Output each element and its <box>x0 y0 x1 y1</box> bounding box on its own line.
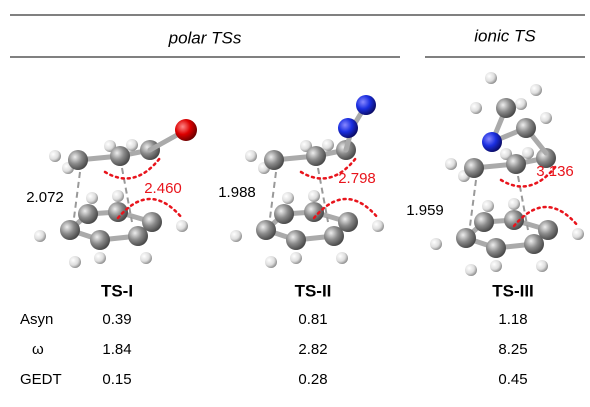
atom <box>508 198 520 210</box>
atom <box>175 119 197 141</box>
atom <box>68 150 88 170</box>
atom <box>430 238 442 250</box>
distance-label: 1.988 <box>218 184 256 201</box>
atom <box>290 252 302 264</box>
table-cell: 0.28 <box>298 371 327 388</box>
atom <box>94 252 106 264</box>
row-label: GEDT <box>20 371 62 388</box>
atom <box>49 150 61 162</box>
table-cell: 2.82 <box>298 341 327 358</box>
atom <box>456 228 476 248</box>
table-cell: 1.18 <box>498 311 527 328</box>
atom <box>536 260 548 272</box>
row-label: Asyn <box>20 311 53 328</box>
distance-label: 1.959 <box>406 202 444 219</box>
atom <box>445 158 457 170</box>
atom <box>482 132 502 152</box>
atom <box>112 190 124 202</box>
table-cell: 0.39 <box>102 311 131 328</box>
atom <box>515 98 527 110</box>
atom <box>245 150 257 162</box>
table-cell: 1.84 <box>102 341 131 358</box>
atom <box>496 98 516 118</box>
table-cell: 0.81 <box>298 311 327 328</box>
atom <box>265 256 277 268</box>
table-cell: 0.45 <box>498 371 527 388</box>
atom <box>516 118 536 138</box>
atom <box>110 146 130 166</box>
atom <box>78 204 98 224</box>
atom <box>538 220 558 240</box>
molecules <box>34 72 584 276</box>
atom <box>474 212 494 232</box>
group-title: polar TSs <box>168 28 242 47</box>
atom <box>230 230 242 242</box>
structure-label: TS-II <box>295 281 332 300</box>
atom <box>308 190 320 202</box>
atom <box>142 212 162 232</box>
atom <box>338 118 358 138</box>
atom <box>282 192 294 204</box>
atom <box>60 220 80 240</box>
atom <box>86 192 98 204</box>
row-label: ω <box>32 341 44 358</box>
atom <box>470 102 482 114</box>
distance-label: 2.072 <box>26 189 64 206</box>
atom <box>540 112 552 124</box>
distance-label: 3.136 <box>536 163 574 180</box>
atom <box>465 264 477 276</box>
group-title: ionic TS <box>474 26 536 45</box>
atom <box>336 252 348 264</box>
atom <box>530 84 542 96</box>
atom <box>482 200 494 212</box>
table-cell: 0.15 <box>102 371 131 388</box>
atom <box>490 260 502 272</box>
atom <box>338 212 358 232</box>
atom <box>506 154 526 174</box>
atom <box>372 220 384 232</box>
atom <box>322 139 334 151</box>
atom <box>486 238 506 258</box>
table-cell: 8.25 <box>498 341 527 358</box>
atom <box>522 147 534 159</box>
distance-label: 2.460 <box>144 180 182 197</box>
atom <box>126 139 138 151</box>
atom <box>485 72 497 84</box>
atom <box>464 158 484 178</box>
atom <box>34 230 46 242</box>
atom <box>176 220 188 232</box>
atom <box>356 95 376 115</box>
atom <box>140 252 152 264</box>
distance-label: 2.798 <box>338 170 376 187</box>
atom <box>90 230 110 250</box>
structure-label: TS-I <box>101 281 133 300</box>
structure-label: TS-III <box>492 281 534 300</box>
atom <box>306 146 326 166</box>
atom <box>69 256 81 268</box>
figure: polar TSs ionic TS 2.072 2.460 TS-I 1.988 2.… <box>0 0 590 407</box>
atom <box>286 230 306 250</box>
atom <box>572 228 584 240</box>
atom <box>264 150 284 170</box>
atom <box>274 204 294 224</box>
atom <box>256 220 276 240</box>
